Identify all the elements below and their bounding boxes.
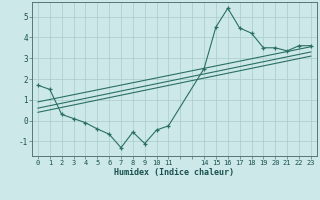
X-axis label: Humidex (Indice chaleur): Humidex (Indice chaleur) [115, 168, 234, 177]
